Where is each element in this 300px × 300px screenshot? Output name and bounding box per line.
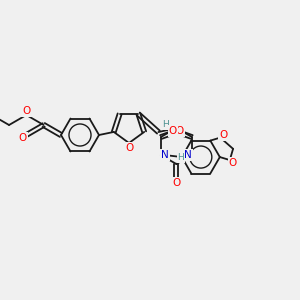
Text: O: O: [22, 106, 31, 116]
Text: N: N: [184, 150, 192, 160]
Text: O: O: [219, 130, 227, 140]
Text: O: O: [169, 126, 177, 136]
Text: N: N: [161, 150, 169, 160]
Text: O: O: [125, 143, 133, 153]
Text: O: O: [229, 158, 237, 168]
Text: H: H: [178, 153, 184, 162]
Text: H: H: [162, 120, 169, 129]
Text: O: O: [176, 126, 184, 136]
Text: O: O: [18, 133, 26, 143]
Text: O: O: [172, 178, 181, 188]
